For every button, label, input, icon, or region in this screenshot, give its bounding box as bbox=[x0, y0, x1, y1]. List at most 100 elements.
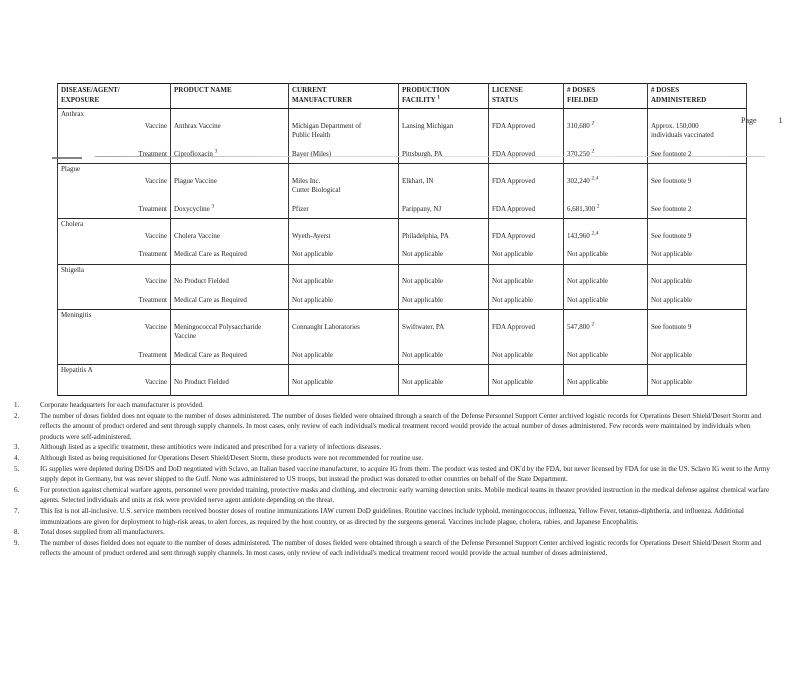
footnotes: 1. Corporate headquarters for each manufa… bbox=[14, 400, 780, 559]
plague-treatment-row: Treatment Doxycycline 3 Pfizer Parippany, N… bbox=[57, 203, 747, 219]
doses-fielded-cell: Not applicable bbox=[563, 249, 648, 264]
footnote-text: The number of doses fielded does not equ… bbox=[40, 538, 762, 558]
disease-group-row-shigella: Shigella bbox=[57, 263, 747, 275]
spacer-cell bbox=[647, 108, 747, 120]
doses-administered-cell: Not applicable bbox=[647, 375, 747, 396]
product-name-cell: Doxycycline 3 bbox=[170, 203, 289, 219]
manufacturer-cell: Connaught Laboratories bbox=[288, 320, 399, 350]
spacer-cell bbox=[488, 263, 564, 275]
manufacturer-cell: Wyeth-Ayerst bbox=[288, 229, 399, 249]
spacer-cell bbox=[170, 218, 289, 230]
footnote-7: 7. This list is not all-inclusive. U.S. s… bbox=[14, 506, 780, 527]
row-type-cell: Vaccine bbox=[57, 320, 171, 350]
doses-fielded-cell: Not applicable bbox=[563, 375, 648, 396]
product-name-cell: No Product Fielded bbox=[170, 375, 289, 396]
spacer-cell bbox=[288, 309, 399, 321]
anthrax-vaccine-row: Vaccine Anthrax Vaccine Michigan Departmen… bbox=[57, 119, 747, 149]
manufacturer-cell: Not applicable bbox=[288, 349, 399, 365]
license-status-cell: Not applicable bbox=[488, 249, 564, 264]
scan-artifact-mark bbox=[52, 157, 82, 159]
license-status-cell: FDA Approved bbox=[488, 229, 564, 249]
doses-administered-cell: Not applicable bbox=[647, 275, 747, 295]
manufacturer-cell: Pfizer bbox=[288, 203, 399, 219]
spacer-cell bbox=[488, 309, 564, 321]
product-name-cell: Plague Vaccine bbox=[170, 174, 289, 204]
spacer-cell bbox=[398, 309, 489, 321]
footnote-number: 8. bbox=[14, 528, 20, 537]
spacer-cell bbox=[398, 218, 489, 230]
license-status-cell: FDA Approved bbox=[488, 320, 564, 350]
disease-group-row-hepatitis-a: Hepatitis A bbox=[57, 364, 747, 376]
row-type-cell: Treatment bbox=[57, 249, 171, 264]
spacer-cell bbox=[398, 163, 489, 175]
row-type-cell: Vaccine bbox=[57, 375, 171, 396]
spacer-cell bbox=[170, 263, 289, 275]
spacer-cell bbox=[288, 108, 399, 120]
footnote-text: The number of doses fielded does not equ… bbox=[40, 411, 762, 441]
disease-group-row-meningitis: Meningitis bbox=[57, 309, 747, 321]
row-type-cell: Treatment bbox=[57, 349, 171, 365]
disease-name: Shigella bbox=[57, 263, 171, 275]
footnote-number: 1. bbox=[14, 401, 20, 409]
footnote-text: Although listed as being requisitioned f… bbox=[40, 453, 424, 462]
spacer-cell bbox=[288, 263, 399, 275]
footnote-3: 3. Although listed as a specific treatmen… bbox=[14, 442, 780, 453]
spacer-cell bbox=[563, 364, 648, 376]
doses-fielded-cell: Not applicable bbox=[563, 349, 648, 365]
row-type-cell: Vaccine bbox=[57, 229, 171, 249]
disease-name: Plague bbox=[57, 163, 171, 175]
page-number-label: Page bbox=[741, 116, 757, 125]
row-type-cell: Vaccine bbox=[57, 275, 171, 295]
footnote-text: IG supplies were depleted during DS/DS a… bbox=[40, 464, 770, 484]
manufacturer-cell: Not applicable bbox=[288, 294, 399, 310]
scan-artifact-line bbox=[95, 156, 765, 157]
footnote-9: 9. The number of doses fielded does not e… bbox=[14, 538, 780, 559]
cholera-treatment-row: Treatment Medical Care as Required Not app… bbox=[57, 249, 747, 264]
manufacturer-cell: Not applicable bbox=[288, 249, 399, 264]
cholera-vaccine-row: Vaccine Cholera Vaccine Wyeth-Ayerst Philad… bbox=[57, 229, 747, 249]
row-type-cell: Treatment bbox=[57, 294, 171, 310]
disease-group-row-anthrax: Anthrax bbox=[57, 108, 747, 120]
disease-name: Anthrax bbox=[57, 108, 171, 120]
row-type-cell: Vaccine bbox=[57, 119, 171, 149]
footnote-number: 5. bbox=[14, 464, 20, 473]
spacer-cell bbox=[563, 309, 648, 321]
footnote-text: This list is not all-inclusive. U.S. ser… bbox=[40, 506, 744, 526]
spacer-cell bbox=[563, 163, 648, 175]
spacer-cell bbox=[170, 309, 289, 321]
footnote-number: 3. bbox=[14, 443, 20, 452]
manufacturer-cell: Not applicable bbox=[288, 375, 399, 396]
product-name-cell: Anthrax Vaccine bbox=[170, 119, 289, 149]
spacer-cell bbox=[488, 163, 564, 175]
production-facility-cell: Not applicable bbox=[398, 349, 489, 365]
spacer-cell bbox=[563, 108, 648, 120]
disease-name: Hepatitis A bbox=[57, 364, 171, 376]
plague-vaccine-row: Vaccine Plague Vaccine Miles Inc. Cutter B… bbox=[57, 174, 747, 204]
table-body: Anthrax Vaccine Anthrax Vaccine Michigan De… bbox=[57, 108, 747, 396]
license-status-cell: Not applicable bbox=[488, 375, 564, 396]
disease-name: Cholera bbox=[57, 218, 171, 230]
product-name-cell: Medical Care as Required bbox=[170, 294, 289, 310]
production-facility-cell: Not applicable bbox=[398, 249, 489, 264]
footnote-marker: 2 bbox=[591, 321, 595, 328]
product-name-cell: Medical Care as Required bbox=[170, 249, 289, 264]
spacer-cell bbox=[170, 364, 289, 376]
production-facility-cell: Not applicable bbox=[398, 275, 489, 295]
footnote-2: 2. The number of doses fielded does not e… bbox=[14, 411, 780, 443]
footnote-6: 6. For protection against chemical warfar… bbox=[14, 485, 780, 506]
column-header-3: PRODUCTION FACILITY 1 bbox=[398, 83, 489, 109]
footnote-5: 5. IG supplies were depleted during DS/DS… bbox=[14, 464, 780, 485]
product-name-cell: Cholera Vaccine bbox=[170, 229, 289, 249]
footnote-number: 6. bbox=[14, 485, 20, 494]
doses-fielded-cell: Not applicable bbox=[563, 294, 648, 310]
doses-administered-cell: Approx. 150,000 individuals vaccinated bbox=[647, 119, 747, 149]
column-header-5: # DOSES FIELDED bbox=[563, 83, 648, 109]
production-facility-cell: Lansing Michigan bbox=[398, 119, 489, 149]
doses-fielded-cell: 6,681,300 2 bbox=[563, 203, 648, 219]
spacer-cell bbox=[488, 108, 564, 120]
spacer-cell bbox=[398, 108, 489, 120]
spacer-cell bbox=[647, 218, 747, 230]
spacer-cell bbox=[488, 218, 564, 230]
meningitis-vaccine-row: Vaccine Meningococcal Polysaccharide Vacc… bbox=[57, 320, 747, 350]
footnote-text: For protection against chemical warfare … bbox=[40, 485, 770, 505]
